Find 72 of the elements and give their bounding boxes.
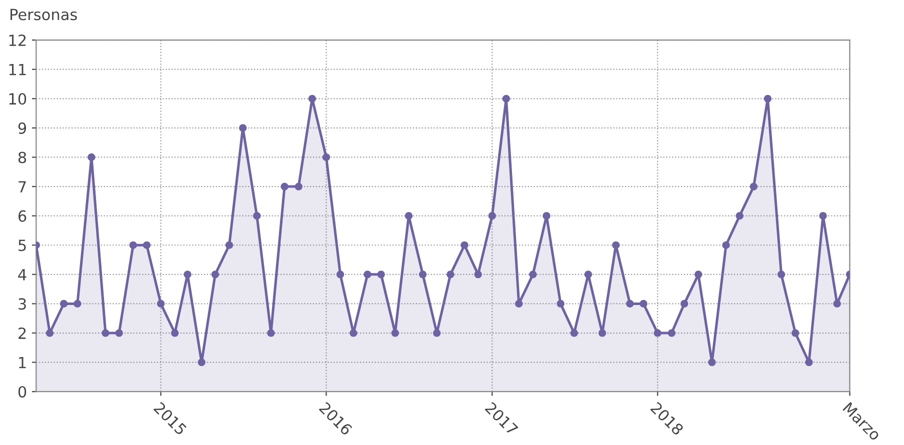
y-tick-label: 10 <box>9 93 26 105</box>
point <box>418 270 427 278</box>
point <box>350 329 358 337</box>
y-tick-label: 8 <box>18 152 26 164</box>
point <box>267 329 275 337</box>
point <box>764 94 772 102</box>
point <box>680 300 688 308</box>
point <box>198 358 206 366</box>
point <box>253 212 261 220</box>
point <box>515 300 523 308</box>
point <box>115 329 123 337</box>
point <box>778 270 786 278</box>
point <box>171 329 179 337</box>
point <box>694 270 702 278</box>
point <box>529 270 537 278</box>
point <box>446 270 454 278</box>
point <box>74 300 82 308</box>
point <box>377 270 385 278</box>
y-tick-label: 5 <box>18 240 26 252</box>
y-tick-label: 4 <box>18 269 26 280</box>
point <box>570 329 578 337</box>
point <box>157 300 165 308</box>
y-tick-label: 6 <box>18 210 26 222</box>
point <box>654 329 662 337</box>
point <box>142 241 151 249</box>
point <box>364 270 372 278</box>
point <box>668 329 676 337</box>
point <box>280 182 288 190</box>
y-tick-label: 0 <box>18 386 26 398</box>
point <box>708 358 716 366</box>
y-tick-label: 3 <box>18 298 26 310</box>
point <box>502 94 510 102</box>
point <box>792 329 800 337</box>
y-axis-title: Personas <box>10 8 77 20</box>
y-tick-label: 1 <box>19 356 26 368</box>
point <box>474 270 482 278</box>
point <box>722 241 730 249</box>
point <box>322 153 330 162</box>
point <box>211 270 219 278</box>
point <box>819 212 827 220</box>
y-tick-label: 7 <box>18 181 26 192</box>
point <box>640 300 648 308</box>
point <box>308 94 316 102</box>
point <box>102 329 110 337</box>
point <box>433 329 441 337</box>
point <box>833 300 841 308</box>
point <box>556 300 564 308</box>
point <box>488 212 496 220</box>
point <box>294 182 302 190</box>
point <box>612 241 620 249</box>
point <box>391 329 399 337</box>
point <box>336 270 344 278</box>
point <box>129 241 137 249</box>
point <box>60 300 68 308</box>
point <box>750 182 758 190</box>
point <box>404 212 413 220</box>
y-tick-label: 2 <box>18 327 26 339</box>
y-tick-label: 9 <box>18 122 26 134</box>
point <box>184 270 192 278</box>
y-tick-label: 11 <box>9 64 26 76</box>
point <box>225 241 234 249</box>
point <box>460 241 468 249</box>
point <box>736 212 744 220</box>
point <box>584 270 592 278</box>
point <box>542 212 550 220</box>
point <box>88 153 96 162</box>
point <box>626 300 634 308</box>
y-tick-label: 12 <box>9 34 26 46</box>
point <box>598 329 606 337</box>
point <box>805 358 813 366</box>
point <box>46 329 54 337</box>
point <box>239 124 247 132</box>
